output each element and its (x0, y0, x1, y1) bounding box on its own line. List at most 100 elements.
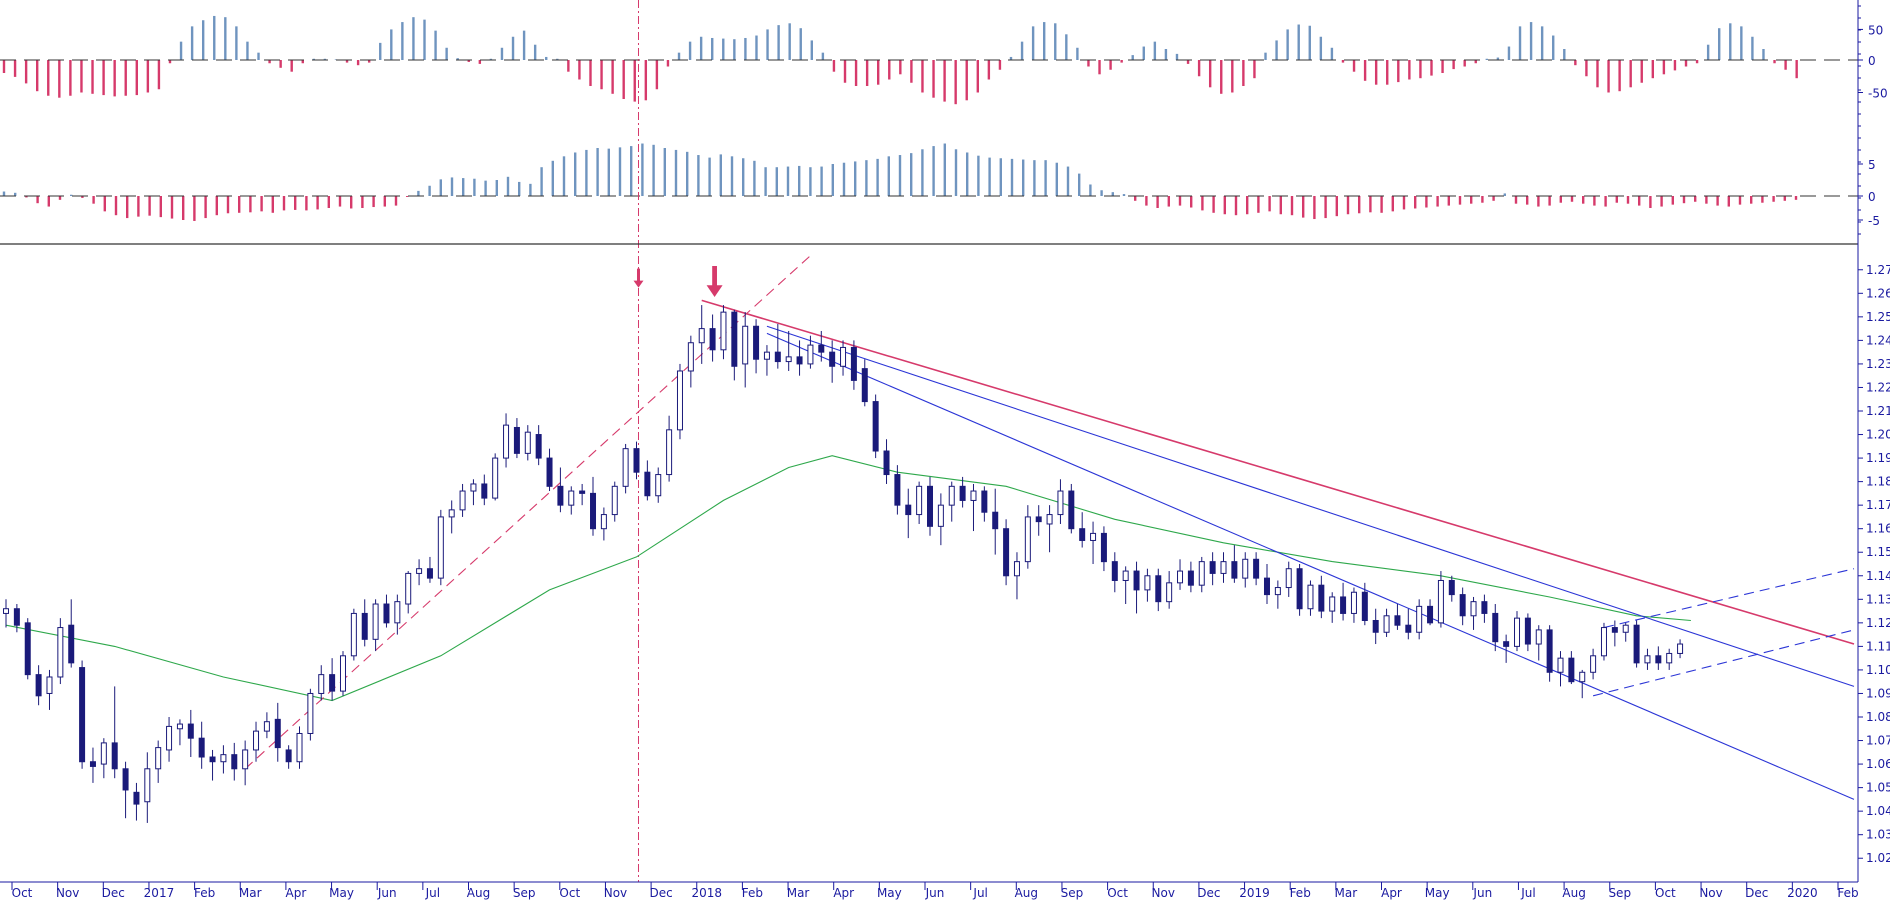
x-tick-label: Dec (1197, 886, 1220, 900)
candle-down (1611, 627, 1618, 633)
price-tick-label: 1.11 (1866, 639, 1890, 653)
candle-up (416, 568, 423, 574)
price-tick-label: 1.12 (1866, 616, 1890, 630)
candle-down (513, 426, 520, 454)
candle-down (1318, 584, 1325, 612)
price-tick-label: 1.03 (1866, 828, 1890, 842)
candle-up (524, 431, 531, 454)
candle-down (546, 457, 553, 487)
candle-up (1666, 652, 1673, 664)
x-tick-label: Feb (194, 886, 215, 900)
candle-up (1166, 582, 1173, 603)
candle-up (1307, 584, 1314, 610)
osc2-tick-label: -5 (1868, 214, 1880, 228)
candle-up (622, 448, 629, 487)
candle-up (1579, 671, 1586, 683)
candle-up (1090, 532, 1097, 541)
candle-down (1633, 624, 1640, 664)
candle-down (1209, 561, 1216, 574)
candle-up (1644, 655, 1651, 664)
moving-average-line (5, 455, 1691, 702)
price-tick-label: 1.07 (1866, 734, 1890, 748)
candle-down (274, 718, 281, 749)
candle-down (709, 328, 716, 351)
price-tick-label: 1.22 (1866, 380, 1890, 394)
candle-up (1013, 561, 1020, 577)
price-tick-label: 1.18 (1866, 475, 1890, 489)
candle-up (1242, 558, 1249, 579)
candle-down (231, 754, 238, 770)
price-tick-label: 1.10 (1866, 663, 1890, 677)
x-tick-label: Feb (1837, 886, 1858, 900)
candle-up (263, 721, 270, 732)
candle-up (1285, 568, 1292, 589)
osc1-tick-label: -50 (1868, 87, 1888, 101)
candle-down (818, 344, 825, 353)
candle-down (1546, 629, 1553, 673)
candle-up (166, 725, 173, 751)
x-tick-label: 2017 (144, 886, 175, 900)
osc1-tick-label: 0 (1868, 54, 1876, 68)
candle-down (796, 356, 803, 365)
candle-up (253, 730, 260, 751)
candle-down (89, 761, 96, 767)
candle-down (861, 368, 868, 403)
candle-down (133, 791, 140, 805)
price-tick-label: 1.27 (1866, 263, 1890, 277)
price-tick-label: 1.26 (1866, 286, 1890, 300)
trendline-blue-lower (766, 332, 1855, 800)
candle-up (1198, 561, 1205, 586)
price-tick-label: 1.14 (1866, 569, 1890, 583)
candle-up (57, 627, 64, 678)
candle-down (1372, 619, 1379, 633)
candle-up (1057, 490, 1064, 516)
x-tick-label: 2020 (1787, 886, 1818, 900)
candle-down (329, 674, 336, 692)
candle-down (731, 311, 738, 367)
oscillator-panel-1 (0, 15, 1858, 105)
x-tick-label: Sep (1061, 886, 1084, 900)
x-tick-label: May (329, 886, 354, 900)
candle-down (1187, 570, 1194, 586)
x-tick-label: Oct (1655, 886, 1676, 900)
candle-up (448, 509, 455, 518)
candle-down (829, 351, 836, 367)
candle-up (676, 370, 683, 431)
candle-down (383, 603, 390, 624)
candle-down (68, 624, 75, 664)
candle-up (970, 490, 977, 501)
price-tick-label: 1.17 (1866, 498, 1890, 512)
osc2-tick-label: 5 (1868, 158, 1876, 172)
x-tick-label: 2018 (691, 886, 722, 900)
price-tick-label: 1.23 (1866, 357, 1890, 371)
candle-down (1568, 657, 1575, 683)
candle-down (753, 325, 760, 360)
candle-up (600, 514, 607, 530)
oscillator-panel-2 (0, 143, 1858, 221)
candle-down (590, 492, 597, 530)
candle-down (111, 742, 118, 770)
candle-down (1068, 490, 1075, 530)
price-tick-label: 1.06 (1866, 757, 1890, 771)
candle-down (905, 504, 912, 516)
candle-down (981, 490, 988, 513)
price-tick-label: 1.05 (1866, 781, 1890, 795)
price-tick-label: 1.16 (1866, 522, 1890, 536)
x-tick-label: Aug (1562, 886, 1585, 900)
candle-up (687, 342, 694, 372)
candle-down (774, 351, 781, 363)
candle-up (1329, 596, 1336, 612)
candle-down (13, 608, 20, 626)
candle-up (763, 351, 770, 360)
candle-up (492, 457, 499, 499)
price-tick-label: 1.13 (1866, 592, 1890, 606)
trendline-red-resistance (701, 299, 1855, 645)
candle-down (481, 483, 488, 499)
price-tick-label: 1.24 (1866, 333, 1890, 347)
candle-up (242, 749, 249, 770)
candle-down (959, 485, 966, 501)
x-tick-label: Feb (1290, 886, 1311, 900)
candle-down (209, 756, 216, 763)
candle-up (1416, 605, 1423, 633)
candle-down (1655, 655, 1662, 664)
